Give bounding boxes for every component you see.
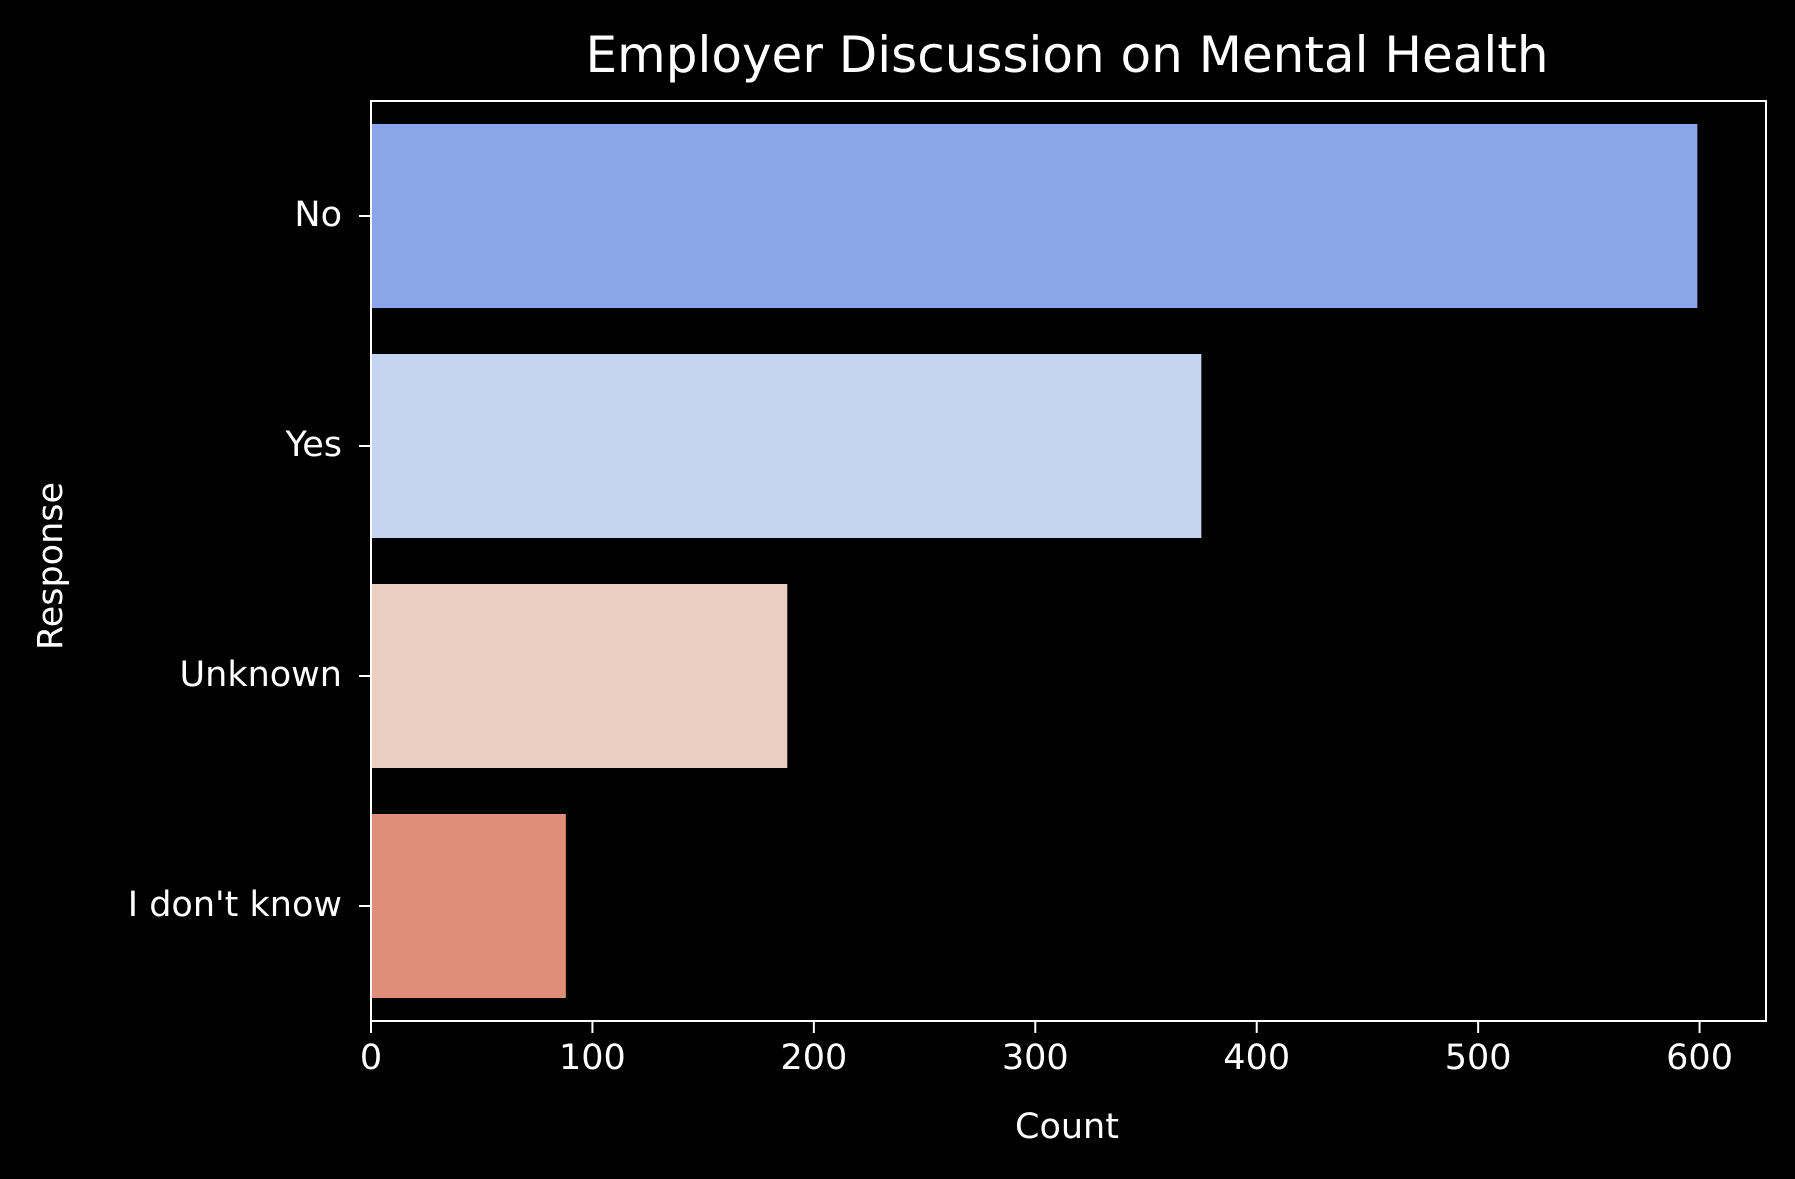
x-axis: 0 100 200 300 400 500 600 bbox=[360, 1021, 1733, 1078]
x-tick-label: 100 bbox=[559, 1038, 626, 1078]
x-tick-label: 600 bbox=[1666, 1038, 1733, 1078]
y-tick-label: Unknown bbox=[180, 655, 342, 695]
x-tick-label: 300 bbox=[1002, 1038, 1069, 1078]
y-tick-label: No bbox=[294, 195, 342, 235]
bars-group bbox=[371, 124, 1698, 998]
chart-title: Employer Discussion on Mental Health bbox=[585, 26, 1548, 84]
y-axis-label: Response bbox=[31, 482, 71, 650]
bar bbox=[371, 354, 1202, 538]
x-tick-label: 0 bbox=[360, 1038, 382, 1078]
plot-frame bbox=[370, 100, 1767, 1022]
x-axis-label: Count bbox=[1015, 1107, 1119, 1147]
bar bbox=[371, 584, 788, 768]
bar bbox=[371, 814, 566, 998]
x-tick-label: 500 bbox=[1445, 1038, 1512, 1078]
x-tick-label: 400 bbox=[1223, 1038, 1290, 1078]
y-tick-label: Yes bbox=[285, 425, 343, 465]
y-axis: No Yes Unknown I don't know bbox=[128, 195, 371, 925]
x-tick-label: 200 bbox=[780, 1038, 847, 1078]
bar bbox=[371, 124, 1698, 308]
y-tick-label: I don't know bbox=[128, 885, 342, 925]
